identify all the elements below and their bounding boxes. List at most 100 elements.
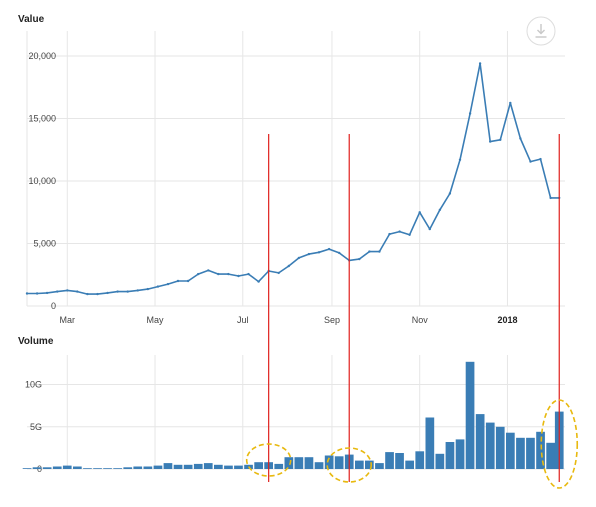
volume-bar (254, 462, 263, 469)
value-point (307, 252, 311, 256)
volume-bar-series (22, 361, 564, 469)
value-point (86, 292, 89, 296)
value-point (136, 289, 139, 292)
value-point (297, 256, 301, 260)
annotation-ellipse (326, 447, 373, 483)
volume-bar (455, 439, 465, 469)
value-point (35, 292, 39, 295)
volume-bar (203, 463, 213, 469)
value-panel-grid (26, 31, 565, 307)
value-point (56, 290, 59, 293)
value-point (338, 251, 341, 255)
volume-bar (415, 451, 425, 469)
x-tick-sep: Sep (324, 315, 340, 325)
value-point (156, 285, 160, 288)
volume-bar (83, 468, 92, 469)
value-point (519, 137, 522, 140)
volume-y-tick-10g: 10G (25, 380, 42, 390)
volume-bar (445, 442, 455, 469)
value-y-tick-10-000: 10,000 (28, 176, 56, 186)
value-point (25, 292, 29, 295)
value-point (227, 272, 230, 276)
value-point (247, 272, 250, 276)
value-point (277, 271, 280, 275)
x-tick-may: May (147, 315, 165, 325)
download-button[interactable] (526, 16, 556, 46)
volume-bar (475, 414, 485, 469)
volume-bar (284, 457, 294, 469)
x-tick-nov: Nov (412, 315, 429, 325)
volume-bar (395, 453, 404, 469)
volume-bar (183, 464, 193, 469)
value-point (257, 280, 260, 283)
value-y-axis-ticks: 0 5,000 10,000 15,000 20,000 (28, 51, 56, 311)
value-line (27, 62, 560, 295)
x-axis-ticks: Mar May Jul Sep Nov 2018 (60, 315, 518, 325)
value-point (287, 264, 290, 268)
volume-bar (93, 468, 102, 469)
x-tick-mar: Mar (60, 315, 76, 325)
volume-bar (304, 457, 314, 469)
volume-bar (435, 453, 445, 469)
volume-bar (526, 437, 535, 469)
value-y-tick-15-000: 15,000 (28, 114, 56, 124)
value-point (166, 282, 170, 286)
x-tick-jul: Jul (237, 315, 249, 325)
volume-bar (506, 432, 515, 469)
value-point (529, 160, 532, 163)
volume-bar (234, 465, 243, 469)
value-point (146, 287, 149, 291)
value-point (66, 289, 69, 292)
volume-bar (405, 460, 414, 469)
value-point (176, 279, 180, 283)
volume-bar (52, 466, 62, 469)
volume-bar (32, 467, 42, 469)
volume-bar (163, 463, 173, 469)
volume-bar (495, 426, 505, 469)
value-point (509, 101, 512, 105)
value-point (126, 290, 129, 293)
annotation-ellipse (245, 443, 292, 477)
value-point (96, 292, 99, 296)
volume-bar (536, 431, 545, 469)
volume-bar (546, 442, 555, 469)
volume-bar (123, 467, 133, 469)
value-point (549, 196, 552, 200)
value-panel-title: Value (18, 14, 45, 25)
volume-bar (113, 468, 122, 469)
value-point (478, 62, 482, 65)
volume-bar (355, 460, 364, 469)
volume-panel-title: Volume (18, 336, 54, 347)
volume-bar (103, 468, 112, 469)
value-point (358, 257, 361, 261)
volume-bar (214, 464, 223, 469)
value-point (217, 272, 220, 276)
value-point (368, 250, 371, 253)
value-point (408, 233, 411, 236)
volume-bar (143, 466, 153, 469)
value-point (468, 112, 472, 115)
volume-bar (42, 467, 52, 469)
volume-bar (375, 463, 384, 469)
volume-bar (465, 361, 475, 469)
value-point (45, 291, 49, 295)
volume-bar (224, 465, 233, 469)
volume-bar (385, 452, 394, 469)
value-point (378, 250, 381, 253)
volume-bar (22, 468, 32, 469)
x-tick-2018: 2018 (497, 315, 517, 325)
volume-bar (193, 463, 203, 469)
value-point (76, 290, 79, 293)
volume-bar (485, 422, 495, 469)
volume-bar (334, 456, 344, 469)
value-point (186, 279, 190, 283)
value-y-tick-5-000: 5,000 (33, 239, 56, 249)
value-y-tick-20-000: 20,000 (28, 51, 56, 61)
value-line-series (25, 62, 561, 296)
value-point (388, 232, 391, 236)
annotation-layer (245, 134, 579, 489)
download-icon (535, 24, 547, 38)
volume-bar (425, 417, 435, 469)
